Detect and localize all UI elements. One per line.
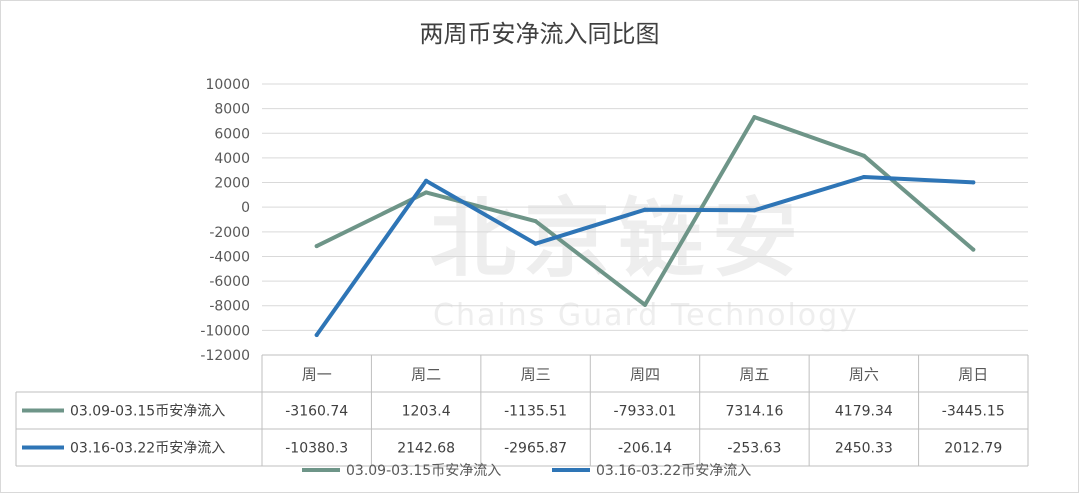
data-point: [533, 219, 538, 224]
y-tick-label: 8000: [214, 102, 250, 118]
data-point: [424, 178, 429, 183]
x-category-label: 周一: [302, 366, 332, 384]
y-tick-label: 6000: [214, 126, 250, 142]
data-table: 周一 周二 周三 周四 周五 周六 周日 03.09-03.15币安净流入 -3160.74 12…: [15, 354, 1029, 467]
x-category-label: 周四: [630, 366, 660, 384]
chart-title: 两周币安净流入同比图: [419, 20, 660, 48]
series-lines: [314, 115, 976, 338]
table-cell-value: 2142.68: [397, 441, 455, 457]
y-tick-label: 2000: [214, 176, 250, 192]
x-category-label: 周六: [849, 366, 879, 384]
y-tick-label: -6000: [209, 274, 250, 290]
y-tick-label: -2000: [209, 225, 250, 241]
data-point: [314, 244, 319, 249]
y-tick-label: -8000: [209, 299, 250, 315]
data-point: [533, 241, 538, 246]
x-category-label: 周日: [958, 366, 988, 384]
table-cell-value: 7314.16: [725, 404, 783, 420]
table-row-label: 03.09-03.15币安净流入: [70, 404, 225, 420]
y-tick-label: 4000: [214, 151, 250, 167]
table-cell-value: -3445.15: [942, 404, 1005, 420]
table-cell-value: 2012.79: [944, 441, 1002, 457]
y-tick-label: -10000: [200, 323, 250, 339]
data-point: [643, 302, 647, 307]
legend-label: 03.09-03.15币安净流入: [346, 463, 501, 479]
y-tick-label: -4000: [209, 249, 250, 265]
x-category-label: 周二: [411, 366, 441, 384]
legend-label: 03.16-03.22币安净流入: [596, 463, 751, 479]
table-row-label: 03.16-03.22币安净流入: [70, 441, 225, 457]
y-tick-label: 0: [241, 200, 250, 216]
table-cell-value: -2965.87: [504, 441, 567, 457]
y-axis-ticks: 10000 8000 6000 4000 2000 0 -2000 -4000 -6000 -80…: [200, 77, 250, 364]
legend: 03.09-03.15币安净流入 03.16-03.22币安净流入: [302, 463, 751, 479]
table-cell-value: -3160.74: [285, 404, 348, 420]
table-cell-value: -253.63: [727, 441, 781, 457]
table-cell-value: 2450.33: [835, 441, 893, 457]
data-point: [971, 180, 976, 185]
data-point: [971, 247, 976, 252]
x-category-label: 周五: [739, 366, 769, 384]
data-point: [314, 333, 319, 338]
watermark-main: 北京链安: [430, 189, 806, 289]
x-category-label: 周三: [521, 366, 551, 384]
table-cell-value: 4179.34: [835, 404, 893, 420]
data-point: [424, 190, 429, 195]
table-cell-value: -7933.01: [614, 404, 677, 420]
data-point: [752, 115, 757, 120]
table-cell-value: -1135.51: [504, 404, 567, 420]
data-point: [861, 174, 866, 179]
data-point: [861, 153, 866, 158]
y-tick-label: 10000: [205, 77, 250, 93]
data-point: [643, 207, 647, 212]
table-cell-value: -10380.3: [285, 441, 348, 457]
table-cell-value: -206.14: [618, 441, 672, 457]
y-tick-label: -12000: [200, 348, 250, 364]
data-point: [752, 208, 757, 213]
table-cell-value: 1203.4: [402, 404, 451, 420]
